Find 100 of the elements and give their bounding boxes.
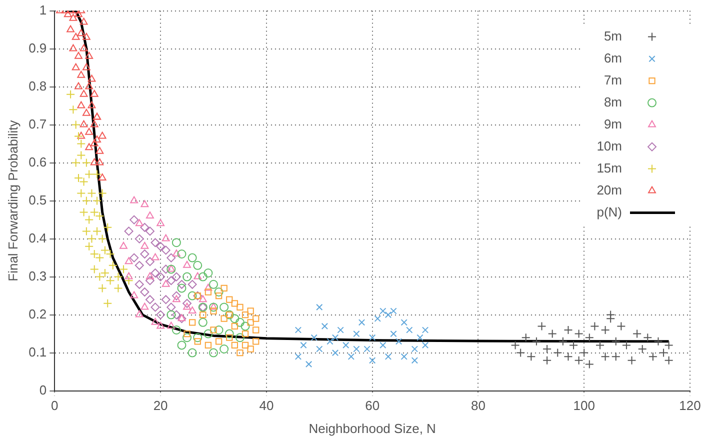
point — [215, 292, 222, 300]
point — [654, 336, 663, 346]
point — [214, 326, 224, 334]
point — [606, 310, 616, 320]
point — [611, 336, 620, 346]
point — [66, 90, 76, 99]
point — [135, 219, 144, 226]
point — [172, 326, 181, 334]
point — [358, 319, 366, 326]
point — [161, 295, 170, 304]
point — [204, 284, 212, 291]
point — [194, 272, 202, 280]
point — [130, 291, 138, 298]
point — [364, 346, 370, 352]
point — [188, 291, 197, 300]
point — [220, 302, 229, 312]
x-tick-label: 0 — [51, 398, 58, 414]
point — [172, 291, 181, 300]
point — [82, 226, 91, 236]
point — [135, 310, 144, 318]
point — [204, 268, 213, 278]
point — [548, 329, 557, 338]
point — [564, 326, 573, 334]
point — [659, 348, 668, 358]
point — [64, 10, 72, 18]
point — [247, 346, 254, 352]
point — [150, 268, 160, 278]
point — [210, 308, 217, 314]
y-tick-label: 0.6 — [28, 154, 47, 170]
point — [337, 326, 344, 334]
point — [80, 18, 88, 25]
point — [92, 226, 102, 236]
point — [395, 338, 402, 345]
point — [182, 298, 192, 308]
point — [580, 348, 589, 358]
point — [98, 174, 106, 180]
y-tick-label: 0.3 — [28, 268, 47, 284]
legend-label: 9m — [604, 116, 622, 132]
point — [150, 302, 160, 312]
point — [124, 272, 133, 280]
point — [384, 311, 392, 318]
point — [74, 82, 82, 90]
point — [310, 334, 318, 341]
point — [200, 311, 206, 318]
point — [177, 340, 186, 350]
point — [145, 276, 154, 286]
point — [182, 333, 192, 342]
point — [400, 353, 408, 360]
point — [166, 302, 176, 312]
x-tick-label: 100 — [573, 398, 595, 414]
point — [90, 139, 98, 146]
point — [194, 338, 201, 345]
point — [564, 352, 573, 362]
point — [188, 280, 197, 289]
point — [162, 280, 170, 287]
point — [87, 188, 96, 198]
point — [300, 342, 307, 349]
point — [558, 336, 568, 346]
point — [134, 280, 144, 289]
point — [611, 352, 620, 362]
point — [600, 352, 610, 362]
point — [98, 284, 107, 293]
point — [411, 346, 418, 352]
point — [411, 357, 418, 364]
point — [95, 272, 104, 282]
point — [146, 212, 154, 218]
point — [643, 333, 652, 342]
point — [252, 338, 260, 345]
point — [198, 295, 207, 302]
point — [553, 348, 562, 358]
point — [177, 280, 186, 289]
point — [166, 276, 176, 286]
point — [93, 136, 101, 142]
point — [600, 326, 610, 334]
point — [384, 353, 392, 360]
point — [569, 340, 578, 350]
point — [321, 322, 328, 330]
point — [103, 298, 112, 308]
point — [90, 90, 98, 97]
point — [72, 63, 80, 70]
point — [532, 336, 541, 346]
point — [316, 304, 323, 311]
point — [622, 340, 631, 350]
point — [114, 284, 123, 293]
point — [85, 82, 94, 90]
point — [380, 308, 386, 314]
x-axis-title: Neighborhood Size, N — [308, 420, 436, 436]
point — [369, 357, 376, 364]
point — [156, 322, 165, 329]
point — [236, 349, 244, 356]
point — [210, 326, 217, 334]
point — [182, 272, 192, 282]
point — [204, 342, 212, 349]
point — [204, 288, 212, 296]
point — [537, 322, 546, 331]
point — [252, 315, 260, 322]
y-tick-label: 1 — [39, 2, 47, 18]
legend-label: 10m — [596, 138, 622, 154]
point — [161, 264, 170, 274]
point — [198, 272, 208, 282]
